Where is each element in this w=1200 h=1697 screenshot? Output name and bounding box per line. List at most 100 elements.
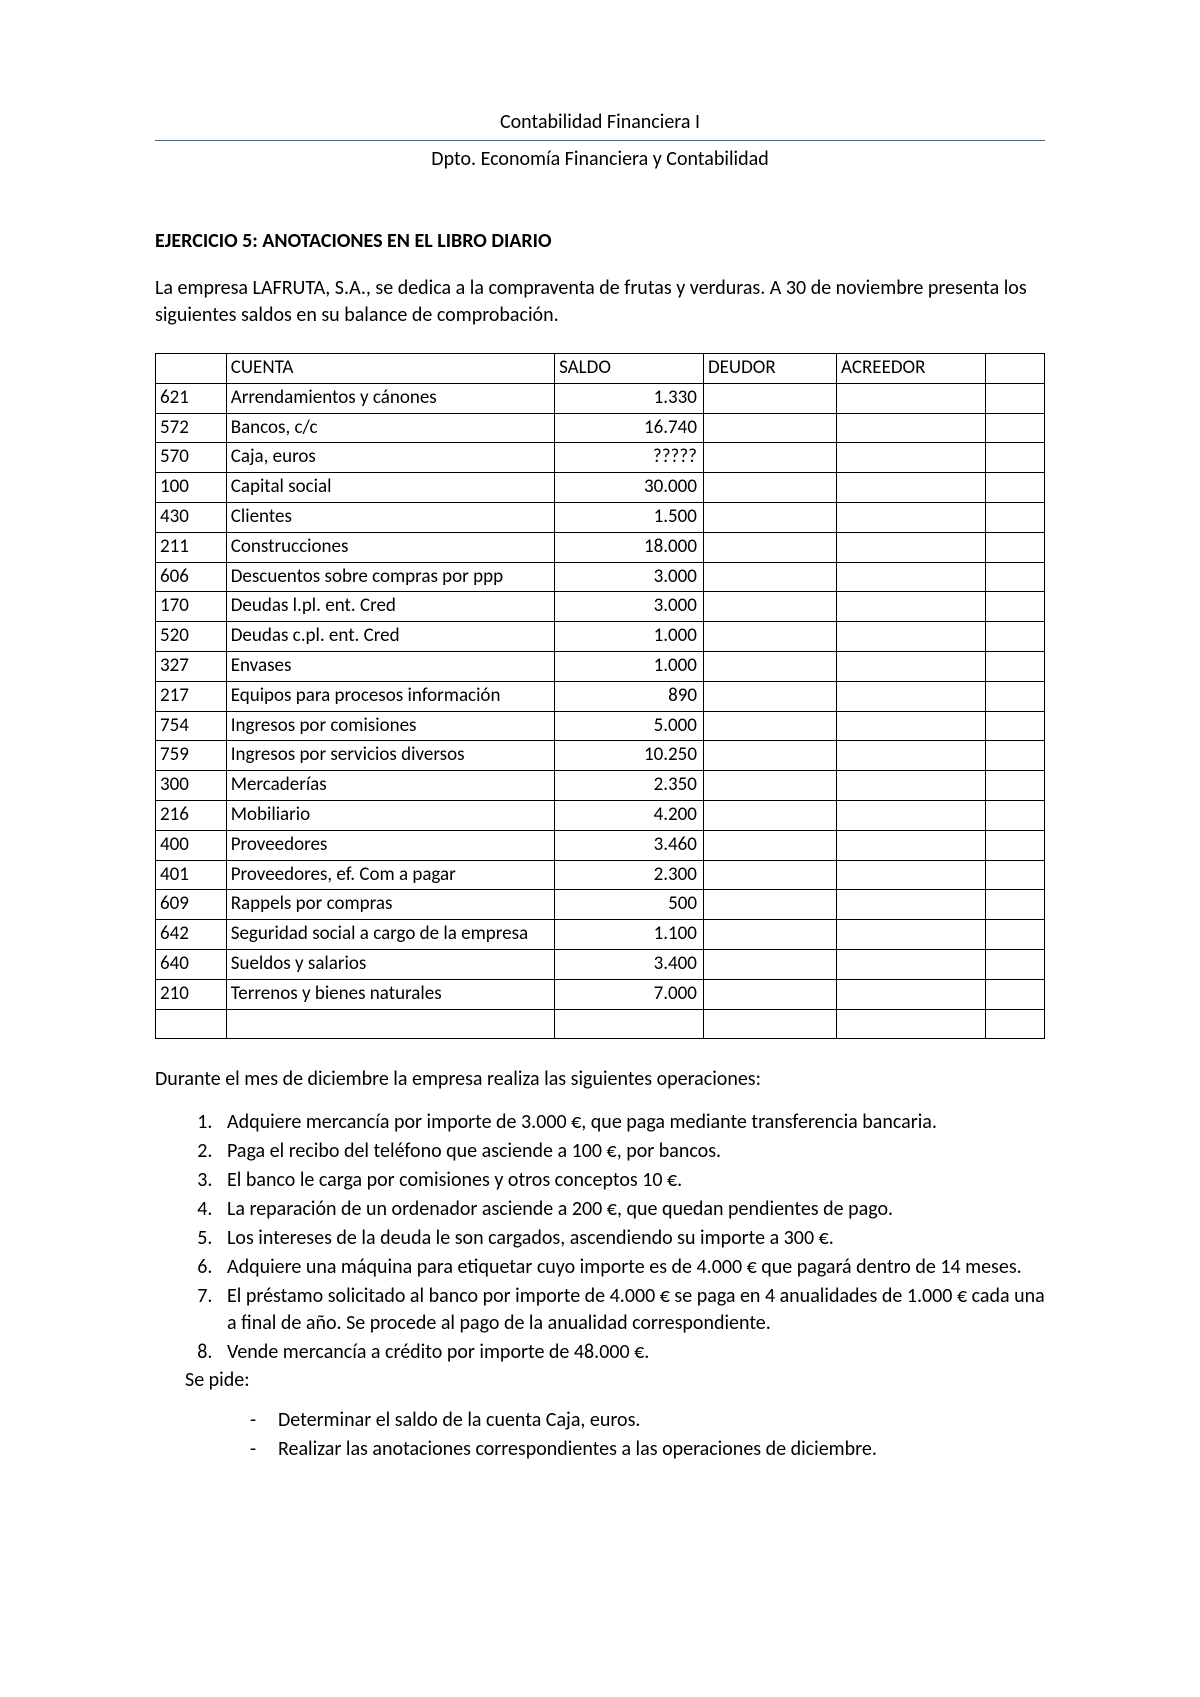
cell-deudor <box>703 473 836 503</box>
cell-code: 606 <box>156 562 227 592</box>
cell-blank <box>985 890 1044 920</box>
cell-cuenta: Caja, euros <box>226 443 554 473</box>
cell-acreedor <box>836 562 985 592</box>
cell-acreedor <box>836 473 985 503</box>
task-item: Determinar el saldo de la cuenta Caja, e… <box>250 1406 1045 1435</box>
cell-code: 217 <box>156 681 227 711</box>
cell-code <box>156 1009 227 1038</box>
cell-acreedor <box>836 502 985 532</box>
cell-acreedor <box>836 890 985 920</box>
cell-code: 642 <box>156 920 227 950</box>
cell-deudor <box>703 771 836 801</box>
cell-blank <box>985 830 1044 860</box>
table-row: 217Equipos para procesos información890 <box>156 681 1045 711</box>
cell-acreedor <box>836 800 985 830</box>
cell-blank <box>985 949 1044 979</box>
cell-deudor <box>703 383 836 413</box>
cell-saldo: 500 <box>555 890 704 920</box>
cell-cuenta: Proveedores, ef. Com a pagar <box>226 860 554 890</box>
cell-acreedor <box>836 830 985 860</box>
cell-acreedor <box>836 413 985 443</box>
cell-deudor <box>703 800 836 830</box>
cell-acreedor <box>836 1009 985 1038</box>
cell-code: 759 <box>156 741 227 771</box>
cell-acreedor <box>836 711 985 741</box>
cell-blank <box>985 920 1044 950</box>
cell-cuenta: Deudas c.pl. ent. Cred <box>226 622 554 652</box>
cell-blank <box>985 860 1044 890</box>
table-row: 520Deudas c.pl. ent. Cred1.000 <box>156 622 1045 652</box>
cell-blank <box>985 622 1044 652</box>
cell-cuenta: Clientes <box>226 502 554 532</box>
cell-blank <box>985 771 1044 801</box>
cell-deudor <box>703 651 836 681</box>
cell-cuenta: Deudas l.pl. ent. Cred <box>226 592 554 622</box>
cell-cuenta: Seguridad social a cargo de la empresa <box>226 920 554 950</box>
cell-saldo: 2.350 <box>555 771 704 801</box>
table-row: 211Construcciones18.000 <box>156 532 1045 562</box>
cell-saldo: ????? <box>555 443 704 473</box>
cell-code: 640 <box>156 949 227 979</box>
cell-acreedor <box>836 741 985 771</box>
cell-deudor <box>703 830 836 860</box>
cell-acreedor <box>836 383 985 413</box>
cell-blank <box>985 383 1044 413</box>
cell-code: 210 <box>156 979 227 1009</box>
table-row: 210Terrenos y bienes naturales7.000 <box>156 979 1045 1009</box>
cell-deudor <box>703 532 836 562</box>
cell-cuenta: Mercaderías <box>226 771 554 801</box>
operation-item: Vende mercancía a crédito por importe de… <box>217 1339 1045 1366</box>
cell-deudor <box>703 502 836 532</box>
page: Contabilidad Financiera I Dpto. Economía… <box>0 0 1200 1697</box>
cell-deudor <box>703 920 836 950</box>
table-row: 400Proveedores3.460 <box>156 830 1045 860</box>
cell-blank <box>985 979 1044 1009</box>
cell-cuenta: Ingresos por comisiones <box>226 711 554 741</box>
operation-item: Adquiere mercancía por importe de 3.000 … <box>217 1109 1045 1136</box>
cell-code: 609 <box>156 890 227 920</box>
cell-cuenta: Rappels por compras <box>226 890 554 920</box>
accounts-table: CUENTA SALDO DEUDOR ACREEDOR 621Arrendam… <box>155 353 1045 1039</box>
cell-blank <box>985 741 1044 771</box>
table-row: 300Mercaderías2.350 <box>156 771 1045 801</box>
cell-blank <box>985 473 1044 503</box>
cell-acreedor <box>836 949 985 979</box>
table-row: 216Mobiliario4.200 <box>156 800 1045 830</box>
cell-cuenta: Envases <box>226 651 554 681</box>
th-code <box>156 354 227 384</box>
cell-cuenta: Bancos, c/c <box>226 413 554 443</box>
cell-deudor <box>703 622 836 652</box>
cell-cuenta: Capital social <box>226 473 554 503</box>
cell-deudor <box>703 1009 836 1038</box>
cell-code: 401 <box>156 860 227 890</box>
cell-blank <box>985 681 1044 711</box>
cell-saldo: 3.000 <box>555 592 704 622</box>
table-row: 754Ingresos por comisiones5.000 <box>156 711 1045 741</box>
table-row: 170Deudas l.pl. ent. Cred3.000 <box>156 592 1045 622</box>
cell-deudor <box>703 443 836 473</box>
cell-saldo: 30.000 <box>555 473 704 503</box>
cell-saldo: 7.000 <box>555 979 704 1009</box>
cell-code: 400 <box>156 830 227 860</box>
cell-cuenta: Sueldos y salarios <box>226 949 554 979</box>
table-row: 570Caja, euros????? <box>156 443 1045 473</box>
cell-code: 100 <box>156 473 227 503</box>
table-row: 609Rappels por compras500 <box>156 890 1045 920</box>
tasks-list: Determinar el saldo de la cuenta Caja, e… <box>155 1406 1045 1464</box>
operations-intro: Durante el mes de diciembre la empresa r… <box>155 1067 1045 1091</box>
cell-blank <box>985 443 1044 473</box>
cell-deudor <box>703 741 836 771</box>
cell-cuenta: Proveedores <box>226 830 554 860</box>
cell-cuenta: Terrenos y bienes naturales <box>226 979 554 1009</box>
cell-blank <box>985 592 1044 622</box>
th-deudor: DEUDOR <box>703 354 836 384</box>
table-row: 642Seguridad social a cargo de la empres… <box>156 920 1045 950</box>
cell-blank <box>985 532 1044 562</box>
cell-code: 327 <box>156 651 227 681</box>
cell-saldo: 5.000 <box>555 711 704 741</box>
cell-deudor <box>703 681 836 711</box>
cell-acreedor <box>836 443 985 473</box>
cell-deudor <box>703 890 836 920</box>
cell-blank <box>985 800 1044 830</box>
table-row: 621Arrendamientos y cánones1.330 <box>156 383 1045 413</box>
